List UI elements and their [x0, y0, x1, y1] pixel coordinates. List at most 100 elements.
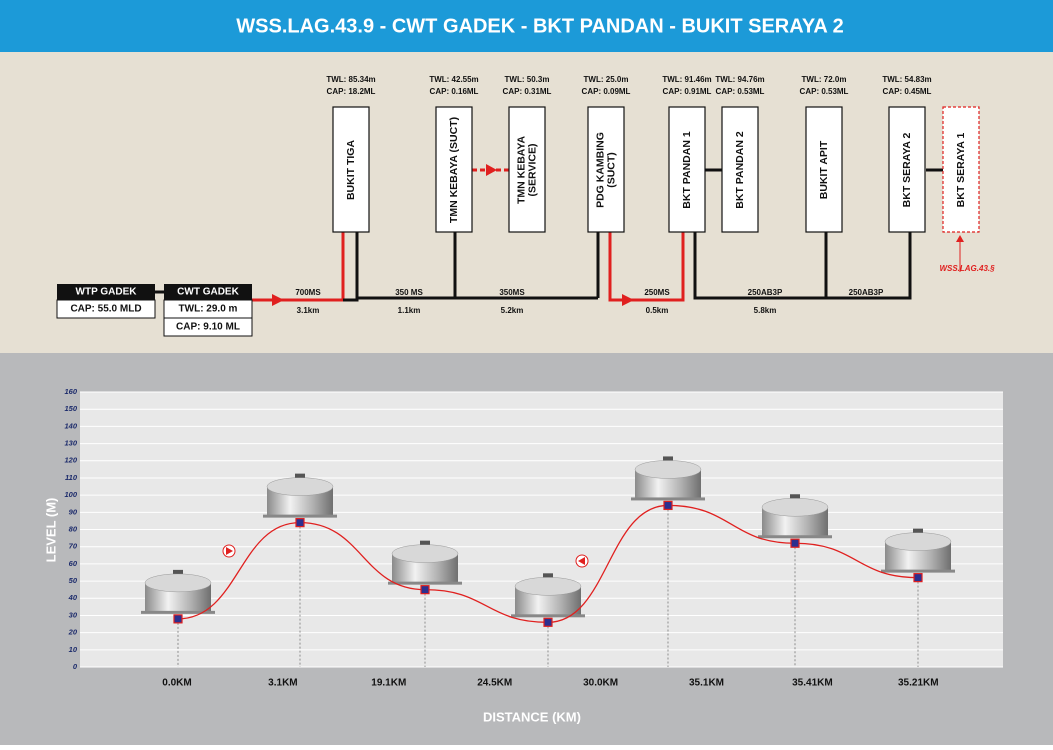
y-tick-label: 140 — [64, 421, 77, 430]
y-tick-label: 100 — [64, 490, 77, 499]
tank-cap: CAP: 0.53ML — [800, 87, 849, 96]
tank-icon — [511, 573, 585, 618]
pipe — [693, 232, 912, 300]
tank-name: BKT PANDAN 2 — [734, 131, 746, 209]
x-tick-label: 30.0KM — [583, 678, 618, 689]
source-value: CAP: 55.0 MLD — [70, 304, 141, 315]
tank-twl: TWL: 25.0m — [584, 75, 629, 84]
source-header — [164, 284, 252, 300]
y-tick-label: 120 — [64, 456, 77, 465]
tank-cap: CAP: 0.31ML — [503, 87, 552, 96]
level-point — [173, 614, 183, 624]
pipe-size: 700MS — [295, 288, 321, 297]
level-point — [420, 585, 430, 595]
pipe — [608, 232, 685, 302]
tank-cap: CAP: 0.09ML — [582, 87, 631, 96]
source-row — [56, 299, 156, 319]
tank-twl: TWL: 54.83m — [882, 75, 931, 84]
tank-vent — [295, 473, 305, 478]
flow-arrow — [272, 294, 284, 306]
tank-name: BKT SERAYA 1 — [955, 132, 967, 207]
y-tick-label: 160 — [64, 387, 77, 396]
tank-roof — [266, 477, 334, 496]
tank-vent — [420, 540, 430, 545]
tank-cap: CAP: 0.53ML — [716, 87, 765, 96]
tank-roof — [514, 577, 582, 596]
tank-twl: TWL: 42.55m — [429, 75, 478, 84]
level-point — [543, 617, 553, 627]
x-tick-label: 35.41KM — [792, 678, 833, 689]
tank-vent — [913, 528, 923, 533]
y-tick-label: 30 — [69, 610, 78, 619]
tank-base — [631, 497, 705, 501]
tank-box — [508, 106, 546, 233]
tank-box — [805, 106, 843, 233]
y-tick-label: 60 — [69, 559, 78, 568]
tank-cap: CAP: 0.91ML — [663, 87, 712, 96]
y-tick-label: 110 — [65, 473, 78, 482]
y-tick-label: 10 — [69, 645, 78, 654]
tank-base — [263, 514, 337, 518]
note: WSS.LAG.43.§ — [939, 264, 995, 273]
tank-box — [668, 106, 706, 233]
x-tick-label: 35.1KM — [689, 678, 724, 689]
y-tick-label: 130 — [64, 439, 77, 448]
tank-cap: CAP: 18.2ML — [327, 87, 376, 96]
flow-marker-arrow — [226, 547, 233, 555]
tank-base — [881, 569, 955, 573]
title: WSS.LAG.43.9 - CWT GADEK - BKT PANDAN - … — [236, 15, 843, 37]
flow-arrows — [272, 164, 964, 306]
level-point — [790, 538, 800, 548]
tank-icon — [758, 494, 832, 539]
tank-vent — [790, 494, 800, 499]
tank-roof — [634, 460, 702, 479]
source-header — [57, 284, 155, 300]
pipe-length: 3.1km — [297, 306, 320, 315]
tank-name: BUKIT APIT — [818, 140, 830, 199]
tank-icon — [881, 528, 955, 573]
tank-roof — [144, 573, 212, 593]
y-tick-label: 70 — [69, 542, 78, 551]
tank-box — [587, 106, 625, 233]
x-tick-label: 3.1KM — [268, 678, 297, 689]
tank-icon — [388, 540, 462, 585]
y-tick-label: 150 — [64, 404, 77, 413]
y-tick-label: 90 — [69, 507, 78, 516]
tank-icon — [263, 473, 337, 518]
tank-box — [332, 106, 370, 233]
tank-icon — [631, 456, 705, 501]
pipe-length: 5.8km — [754, 306, 777, 315]
pipe — [343, 232, 359, 302]
y-tick-label: 20 — [68, 628, 78, 637]
tank-cap: CAP: 0.45ML — [883, 87, 932, 96]
x-axis-label: DISTANCE (KM) — [483, 709, 581, 724]
tank-base — [388, 581, 462, 585]
level-point — [295, 518, 305, 528]
pipe-size: 250MS — [644, 288, 670, 297]
tank-twl: TWL: 50.3m — [505, 75, 550, 84]
tank-twl: TWL: 91.46m — [662, 75, 711, 84]
source-row — [163, 317, 253, 337]
tank-cap: CAP: 0.16ML — [430, 87, 479, 96]
y-tick-label: 40 — [68, 593, 78, 602]
title-banner — [0, 0, 1053, 52]
x-tick-label: 35.21KM — [898, 678, 939, 689]
y-tick-label: 80 — [69, 524, 78, 533]
tank-name: BKT SERAYA 2 — [901, 132, 913, 207]
pipe-length: 5.2km — [501, 306, 524, 315]
pipe-size: 350MS — [499, 288, 525, 297]
y-tick-label: 0 — [73, 662, 78, 671]
flow-marker-arrow — [578, 557, 585, 565]
tank-roof — [391, 544, 459, 563]
source-name: WTP GADEK — [76, 287, 138, 298]
source-value: TWL: 29.0 m — [179, 304, 238, 315]
tank-box — [435, 106, 473, 233]
y-tick-label: 50 — [69, 576, 78, 585]
tank-name: PDG KAMBING — [594, 132, 606, 208]
tank-vent — [173, 569, 183, 574]
level-point — [913, 573, 923, 583]
level-point — [663, 500, 673, 511]
tank-name: (SUCT) — [605, 152, 617, 188]
tank-twl: TWL: 85.34m — [326, 75, 375, 84]
tank-vent — [663, 456, 673, 461]
